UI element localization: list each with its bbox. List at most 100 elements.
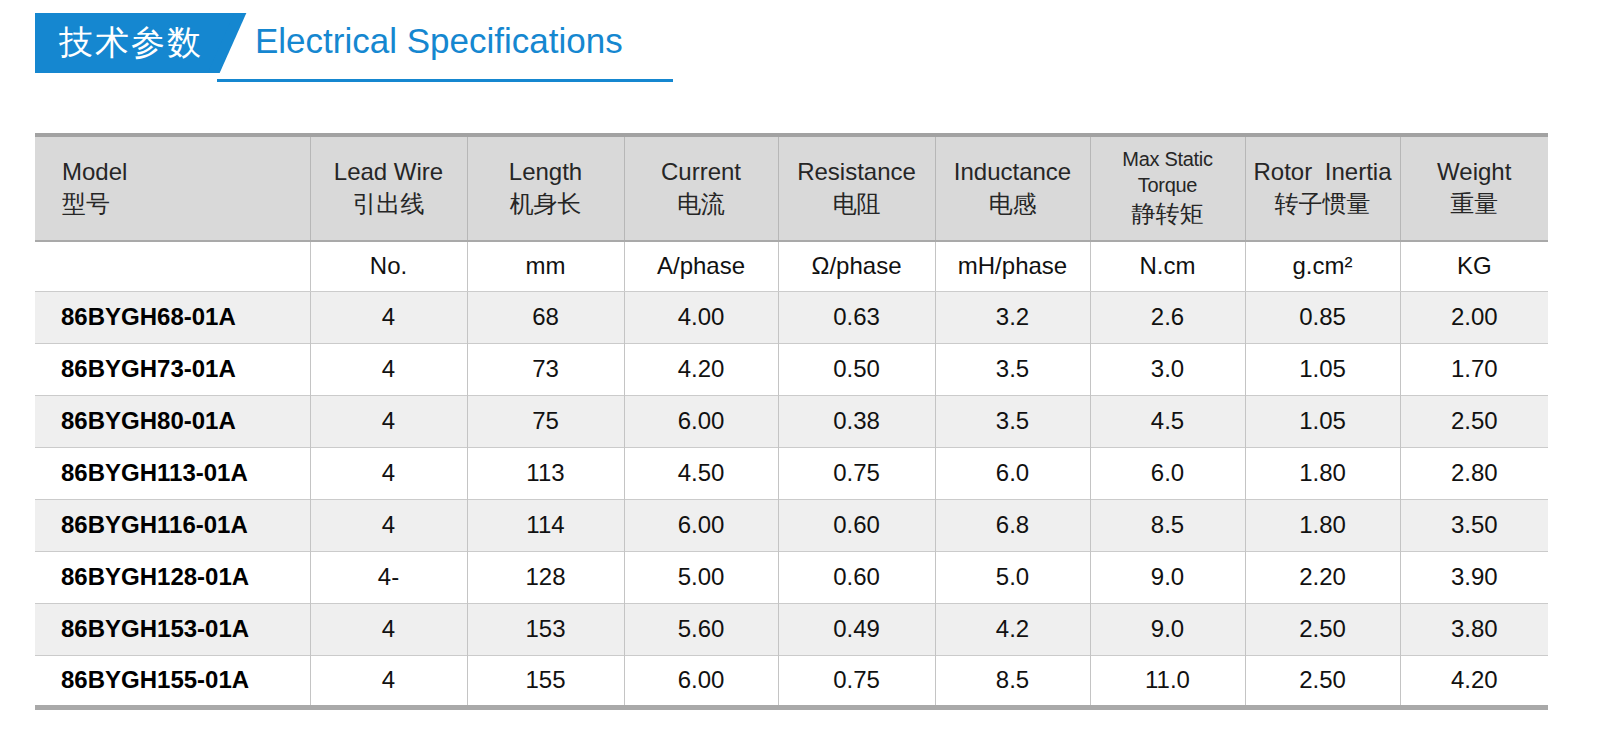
value-cell: 68 (467, 291, 624, 343)
column-header-en: Max Static Torque (1091, 146, 1245, 198)
column-header-en: Length (468, 156, 624, 187)
table-row: 86BYGH80-01A4756.000.383.54.51.052.50 (35, 395, 1548, 447)
model-cell: 86BYGH113-01A (35, 447, 310, 499)
column-header-zh: 转子惯量 (1246, 188, 1400, 219)
column-header-zh: 引出线 (311, 188, 467, 219)
column-header: Current电流 (624, 135, 778, 241)
unit-cell: A/phase (624, 241, 778, 291)
value-cell: 11.0 (1090, 655, 1245, 707)
value-cell: 6.00 (624, 655, 778, 707)
value-cell: 1.80 (1245, 447, 1400, 499)
value-cell: 6.00 (624, 395, 778, 447)
specifications-table: Model型号Lead Wire引出线Length机身长Current电流Res… (35, 133, 1548, 710)
column-header: Length机身长 (467, 135, 624, 241)
value-cell: 4 (310, 655, 467, 707)
value-cell: 4 (310, 603, 467, 655)
value-cell: 3.5 (935, 395, 1090, 447)
value-cell: 6.00 (624, 499, 778, 551)
value-cell: 0.49 (778, 603, 935, 655)
unit-cell: KG (1400, 241, 1548, 291)
value-cell: 113 (467, 447, 624, 499)
header-row: Model型号Lead Wire引出线Length机身长Current电流Res… (35, 135, 1548, 241)
column-header-en: Lead Wire (311, 156, 467, 187)
value-cell: 0.63 (778, 291, 935, 343)
value-cell: 4 (310, 395, 467, 447)
column-header-en: Rotor Inertia (1246, 156, 1400, 187)
column-header-en: Inductance (936, 156, 1090, 187)
value-cell: 3.5 (935, 343, 1090, 395)
column-header-zh: 电阻 (779, 188, 935, 219)
unit-cell: g.cm² (1245, 241, 1400, 291)
value-cell: 1.80 (1245, 499, 1400, 551)
value-cell: 5.00 (624, 551, 778, 603)
value-cell: 3.2 (935, 291, 1090, 343)
value-cell: 75 (467, 395, 624, 447)
value-cell: 0.60 (778, 551, 935, 603)
model-cell: 86BYGH155-01A (35, 655, 310, 707)
value-cell: 3.80 (1400, 603, 1548, 655)
model-cell: 86BYGH153-01A (35, 603, 310, 655)
unit-cell: mH/phase (935, 241, 1090, 291)
model-cell: 86BYGH68-01A (35, 291, 310, 343)
units-row: No.mmA/phaseΩ/phasemH/phaseN.cmg.cm²KG (35, 241, 1548, 291)
table-head: Model型号Lead Wire引出线Length机身长Current电流Res… (35, 135, 1548, 291)
value-cell: 2.50 (1400, 395, 1548, 447)
title-underline (217, 79, 673, 82)
value-cell: 4.00 (624, 291, 778, 343)
section-header: 技术参数 Electrical Specifications (35, 13, 1597, 73)
value-cell: 4.5 (1090, 395, 1245, 447)
column-header-zh: 重量 (1401, 188, 1549, 219)
model-cell: 86BYGH116-01A (35, 499, 310, 551)
section-title-en: Electrical Specifications (255, 21, 623, 65)
column-header: Resistance电阻 (778, 135, 935, 241)
column-header-en: Current (625, 156, 778, 187)
column-header: Rotor Inertia转子惯量 (1245, 135, 1400, 241)
section-title-en-wrap: Electrical Specifications (255, 13, 623, 73)
unit-cell (35, 241, 310, 291)
column-header-zh: 电感 (936, 188, 1090, 219)
column-header-zh: 静转矩 (1091, 198, 1245, 229)
column-header: Lead Wire引出线 (310, 135, 467, 241)
value-cell: 4 (310, 499, 467, 551)
section-title-zh: 技术参数 (59, 20, 203, 66)
value-cell: 1.05 (1245, 343, 1400, 395)
value-cell: 5.0 (935, 551, 1090, 603)
value-cell: 2.50 (1245, 603, 1400, 655)
value-cell: 4.20 (624, 343, 778, 395)
value-cell: 8.5 (1090, 499, 1245, 551)
value-cell: 6.8 (935, 499, 1090, 551)
value-cell: 9.0 (1090, 551, 1245, 603)
value-cell: 2.20 (1245, 551, 1400, 603)
value-cell: 4 (310, 291, 467, 343)
value-cell: 73 (467, 343, 624, 395)
table-row: 86BYGH153-01A41535.600.494.29.02.503.80 (35, 603, 1548, 655)
unit-cell: mm (467, 241, 624, 291)
table-row: 86BYGH155-01A41556.000.758.511.02.504.20 (35, 655, 1548, 707)
value-cell: 153 (467, 603, 624, 655)
column-header-en: Weight (1401, 156, 1549, 187)
value-cell: 1.70 (1400, 343, 1548, 395)
value-cell: 9.0 (1090, 603, 1245, 655)
value-cell: 6.0 (1090, 447, 1245, 499)
unit-cell: N.cm (1090, 241, 1245, 291)
value-cell: 0.85 (1245, 291, 1400, 343)
value-cell: 0.75 (778, 655, 935, 707)
value-cell: 3.90 (1400, 551, 1548, 603)
value-cell: 128 (467, 551, 624, 603)
value-cell: 8.5 (935, 655, 1090, 707)
table-row: 86BYGH116-01A41146.000.606.88.51.803.50 (35, 499, 1548, 551)
value-cell: 0.60 (778, 499, 935, 551)
value-cell: 2.00 (1400, 291, 1548, 343)
value-cell: 0.50 (778, 343, 935, 395)
model-cell: 86BYGH80-01A (35, 395, 310, 447)
value-cell: 2.6 (1090, 291, 1245, 343)
column-header-zh: 型号 (62, 188, 310, 219)
column-header: Weight重量 (1400, 135, 1548, 241)
column-header: Inductance电感 (935, 135, 1090, 241)
unit-cell: Ω/phase (778, 241, 935, 291)
value-cell: 5.60 (624, 603, 778, 655)
value-cell: 3.50 (1400, 499, 1548, 551)
value-cell: 4- (310, 551, 467, 603)
value-cell: 0.75 (778, 447, 935, 499)
value-cell: 6.0 (935, 447, 1090, 499)
